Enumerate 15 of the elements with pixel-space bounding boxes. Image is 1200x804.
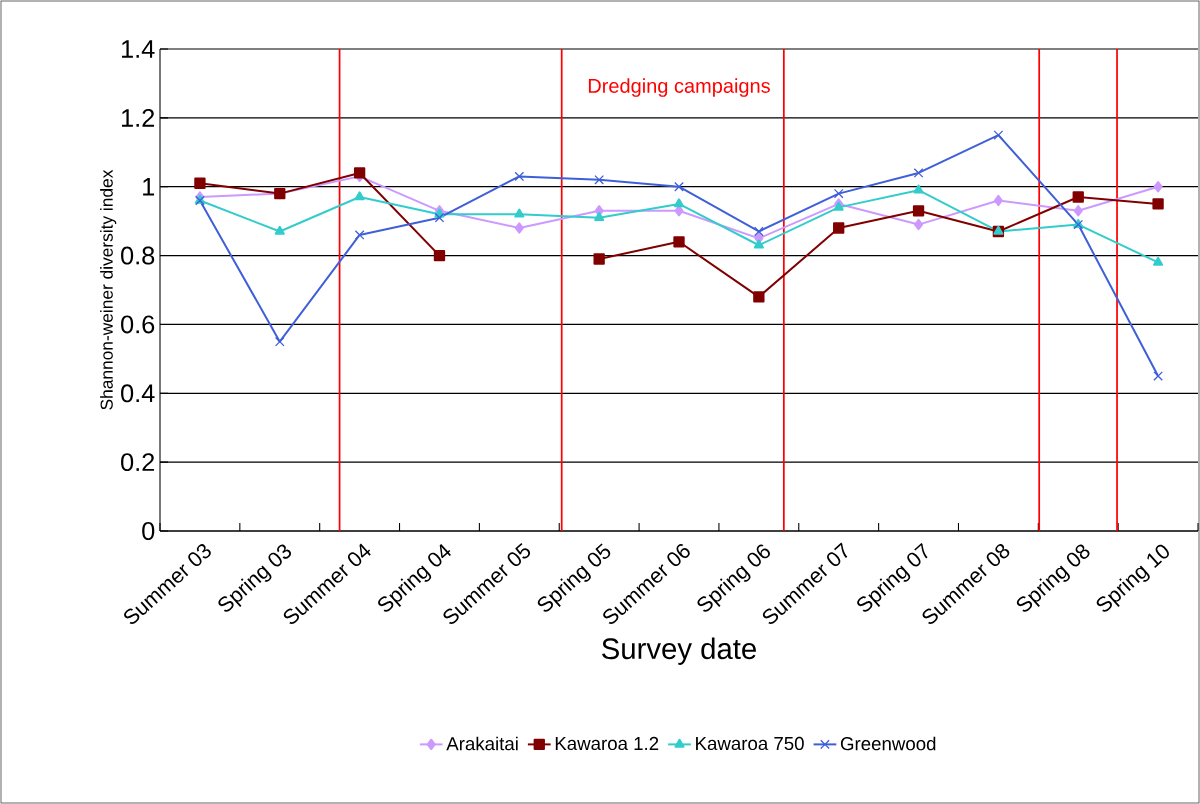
y-tick-label: 1.2	[122, 109, 155, 127]
legend-label: Kawaroa 1.2	[555, 736, 659, 751]
annotation: Dredging campaigns	[588, 78, 770, 97]
legend-label: Kawaroa 750	[696, 736, 804, 751]
legend-label: Greenwood	[840, 736, 936, 751]
y-tick-label: 0.8	[121, 246, 155, 265]
legend-label: Arakaitai	[446, 736, 518, 751]
y-tick-label: 1.4	[122, 40, 155, 58]
y-axis-title: Shannon-weiner diversity index	[100, 169, 117, 410]
x-axis-title: Survey date	[602, 637, 756, 665]
y-tick-label: 0.6	[121, 315, 155, 334]
y-tick-label: 0.2	[121, 453, 155, 472]
y-tick-label: 0	[142, 522, 155, 540]
y-tick-label: 1	[143, 178, 155, 196]
y-tick-label: 0.4	[121, 384, 155, 403]
